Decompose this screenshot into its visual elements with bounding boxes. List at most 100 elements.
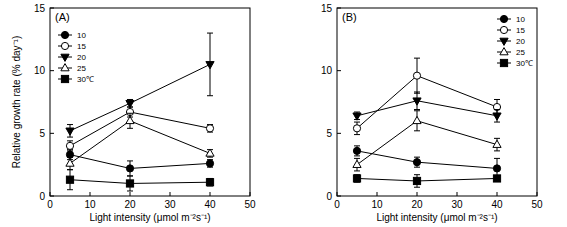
data-point: [493, 165, 500, 172]
error-bar: [414, 175, 420, 188]
plot-frame: [50, 8, 250, 196]
x-tick-label: 20: [124, 199, 136, 210]
x-axis-label: Light intensity (μmol m⁻²s⁻¹): [376, 212, 497, 223]
error-bar-cap: [354, 145, 360, 146]
panel-label: (A): [55, 11, 70, 23]
legend-label: 25: [516, 48, 525, 57]
error-bar-cap: [414, 58, 420, 59]
x-tick-label: 20: [411, 199, 423, 210]
y-tick: [337, 133, 341, 134]
y-tick-label: 5: [39, 128, 45, 139]
x-tick: [250, 192, 251, 196]
legend-label: 25: [77, 64, 86, 73]
data-point: [353, 125, 360, 132]
error-bar-cap: [67, 150, 73, 151]
data-point: [413, 72, 420, 79]
panel: 01020304050051015Light intensity (μmol m…: [321, 3, 543, 224]
legend-label: 20: [77, 53, 86, 62]
error-bar-cap: [414, 157, 420, 158]
error-bar: [67, 170, 73, 190]
x-tick: [377, 192, 378, 196]
panel-label: (B): [342, 11, 357, 23]
x-tick: [497, 192, 498, 196]
series-line: [70, 180, 210, 184]
y-tick-label: 15: [321, 3, 333, 14]
error-bar-cap: [354, 158, 360, 159]
y-tick-label: 15: [34, 3, 46, 14]
error-bar-cap: [414, 167, 420, 168]
series-line: [357, 121, 497, 165]
error-bar-cap: [354, 112, 360, 113]
legend-marker: [61, 31, 68, 38]
error-bar-cap: [67, 140, 73, 141]
x-tick-label: 0: [334, 199, 340, 210]
error-bar-cap: [414, 109, 420, 110]
error-bar-cap: [67, 137, 73, 138]
y-axis-label: Relative growth rate (% day⁻¹): [11, 36, 22, 169]
y-tick-label: 10: [34, 65, 46, 76]
series-line: [357, 151, 497, 169]
y-tick: [337, 196, 341, 197]
error-bar-cap: [494, 122, 500, 123]
error-bar-cap: [127, 128, 133, 129]
data-point: [413, 159, 420, 166]
x-tick: [337, 192, 338, 196]
legend-label: 30℃: [77, 75, 94, 84]
x-tick: [537, 192, 538, 196]
data-point: [126, 116, 134, 123]
legend-label: 15: [516, 26, 525, 35]
y-tick-label: 5: [326, 128, 332, 139]
data-point: [66, 176, 73, 183]
error-bar-cap: [494, 150, 500, 151]
error-bar-cap: [207, 95, 213, 96]
data-point: [493, 175, 500, 182]
error-bar: [207, 160, 213, 168]
x-tick: [457, 192, 458, 196]
legend-marker: [61, 64, 69, 71]
data-point: [66, 159, 74, 166]
error-bar: [354, 122, 360, 135]
legend-marker: [500, 15, 507, 22]
x-tick-label: 40: [491, 199, 503, 210]
y-tick-label: 0: [39, 191, 45, 202]
error-bar-cap: [207, 157, 213, 158]
legend-marker: [61, 42, 68, 49]
y-tick: [50, 8, 54, 9]
data-point: [206, 160, 213, 167]
data-point: [413, 98, 421, 105]
y-tick-label: 0: [326, 191, 332, 202]
data-point: [66, 142, 73, 149]
legend-marker: [500, 38, 508, 45]
series-line: [70, 64, 210, 130]
data-point: [206, 62, 214, 69]
y-tick: [50, 70, 54, 71]
data-point: [353, 160, 361, 167]
y-tick-label: 10: [321, 65, 333, 76]
error-bar-cap: [414, 174, 420, 175]
error-bar-cap: [354, 155, 360, 156]
data-point: [206, 149, 214, 156]
x-tick-label: 30: [451, 199, 463, 210]
error-bar-cap: [67, 157, 73, 158]
series-line: [357, 76, 497, 129]
plot-frame: [337, 8, 537, 196]
error-bar-cap: [127, 99, 133, 100]
error-bar-cap: [494, 158, 500, 159]
error-bar-cap: [494, 109, 500, 110]
error-bar-cap: [127, 175, 133, 176]
x-tick: [90, 192, 91, 196]
legend-label: 10: [77, 31, 86, 40]
error-bar-cap: [127, 160, 133, 161]
x-tick: [130, 192, 131, 196]
data-point: [206, 179, 213, 186]
data-point: [413, 177, 420, 184]
error-bar: [414, 157, 420, 167]
error-bar-cap: [207, 33, 213, 34]
error-bar-cap: [354, 122, 360, 123]
data-point: [353, 113, 361, 120]
data-point: [66, 151, 73, 158]
error-bar-cap: [354, 134, 360, 135]
x-tick: [170, 192, 171, 196]
error-bar-cap: [67, 169, 73, 170]
error-bar-cap: [67, 189, 73, 190]
